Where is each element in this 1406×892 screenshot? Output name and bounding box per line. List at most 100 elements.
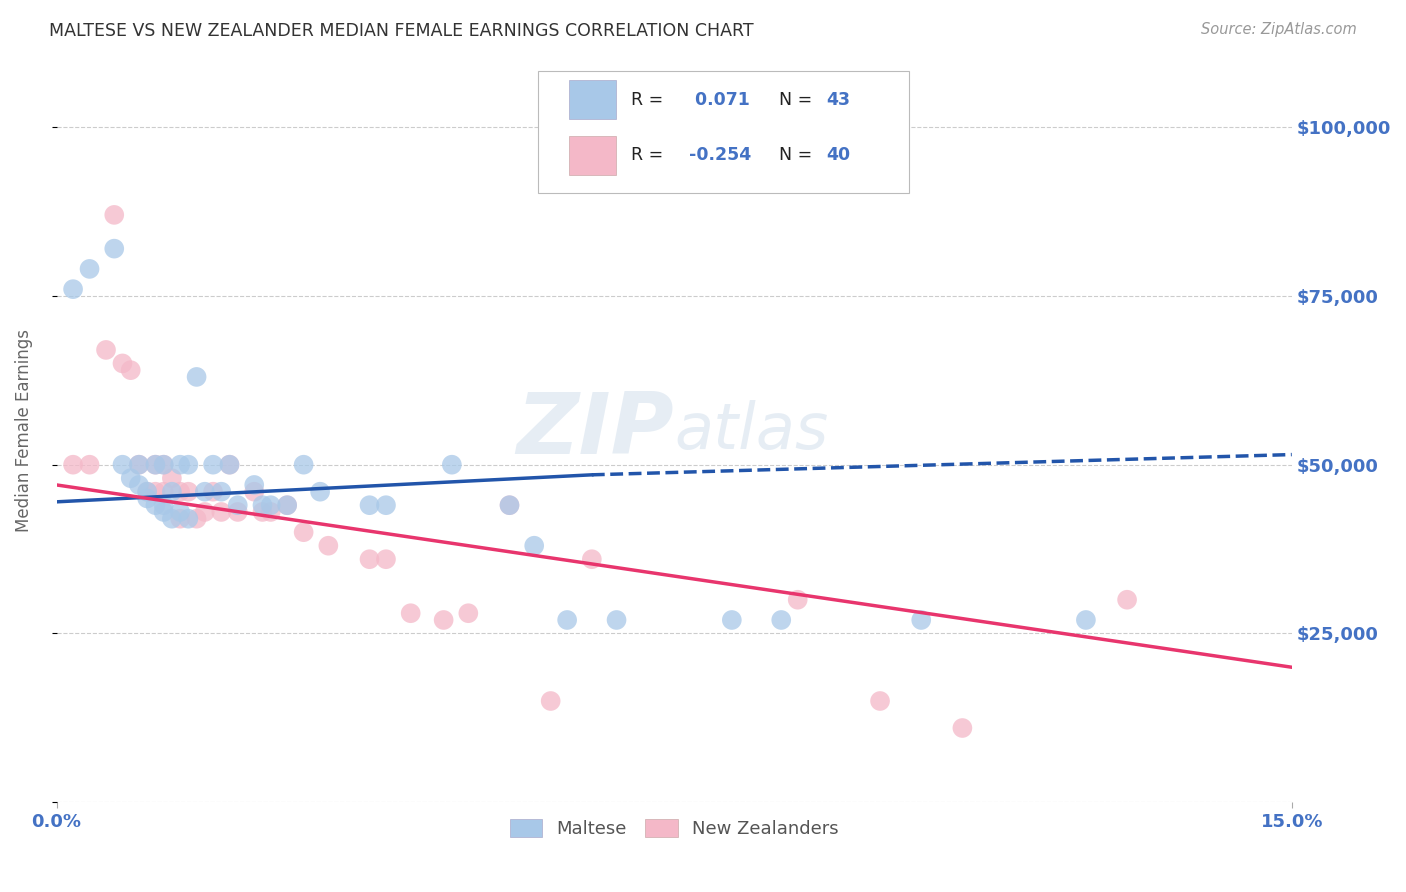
Bar: [569, 80, 616, 119]
Point: [1074, 613, 1097, 627]
Point: [375, 552, 398, 566]
Point: [152, 505, 174, 519]
Point: [433, 613, 456, 627]
FancyBboxPatch shape: [538, 70, 908, 194]
Point: [218, 458, 240, 472]
Point: [152, 458, 174, 472]
Point: [128, 478, 150, 492]
Bar: [569, 136, 616, 175]
Point: [136, 484, 159, 499]
Point: [399, 606, 422, 620]
Point: [292, 458, 315, 472]
Point: [194, 484, 217, 499]
Point: [218, 458, 240, 472]
Point: [128, 458, 150, 472]
Point: [194, 505, 217, 519]
Text: 0.071: 0.071: [689, 91, 749, 109]
Point: [111, 356, 134, 370]
Point: [120, 363, 142, 377]
Point: [786, 592, 808, 607]
Point: [581, 552, 603, 566]
Point: [243, 478, 266, 492]
Point: [136, 484, 159, 499]
Point: [186, 512, 208, 526]
Point: [498, 498, 520, 512]
Point: [243, 484, 266, 499]
Point: [152, 484, 174, 499]
Point: [523, 539, 546, 553]
Point: [145, 484, 167, 499]
Point: [145, 458, 167, 472]
Point: [457, 606, 479, 620]
Point: [359, 498, 381, 512]
Point: [359, 552, 381, 566]
Point: [152, 458, 174, 472]
Point: [202, 458, 225, 472]
Point: [498, 498, 520, 512]
Point: [62, 458, 84, 472]
Point: [177, 512, 200, 526]
Text: -0.254: -0.254: [689, 146, 751, 164]
Text: R =: R =: [631, 146, 664, 164]
Point: [606, 613, 628, 627]
Point: [375, 498, 398, 512]
Point: [540, 694, 562, 708]
Text: 40: 40: [827, 146, 851, 164]
Point: [177, 484, 200, 499]
Text: N =: N =: [779, 91, 813, 109]
Point: [103, 242, 125, 256]
Point: [169, 512, 191, 526]
Point: [152, 498, 174, 512]
Text: ZIP: ZIP: [516, 390, 675, 473]
Point: [252, 498, 274, 512]
Point: [276, 498, 298, 512]
Point: [318, 539, 340, 553]
Point: [111, 458, 134, 472]
Point: [103, 208, 125, 222]
Point: [136, 491, 159, 506]
Point: [160, 512, 183, 526]
Point: [260, 505, 283, 519]
Point: [292, 525, 315, 540]
Text: N =: N =: [779, 146, 813, 164]
Point: [145, 458, 167, 472]
Point: [252, 505, 274, 519]
Point: [950, 721, 973, 735]
Point: [721, 613, 744, 627]
Text: R =: R =: [631, 91, 664, 109]
Point: [169, 458, 191, 472]
Point: [226, 505, 249, 519]
Point: [770, 613, 793, 627]
Text: 43: 43: [827, 91, 851, 109]
Point: [160, 471, 183, 485]
Point: [209, 484, 232, 499]
Text: Source: ZipAtlas.com: Source: ZipAtlas.com: [1201, 22, 1357, 37]
Point: [440, 458, 463, 472]
Point: [869, 694, 891, 708]
Point: [177, 458, 200, 472]
Legend: Maltese, New Zealanders: Maltese, New Zealanders: [502, 812, 846, 846]
Point: [160, 484, 183, 499]
Point: [226, 498, 249, 512]
Point: [79, 261, 101, 276]
Point: [209, 505, 232, 519]
Text: MALTESE VS NEW ZEALANDER MEDIAN FEMALE EARNINGS CORRELATION CHART: MALTESE VS NEW ZEALANDER MEDIAN FEMALE E…: [49, 22, 754, 40]
Point: [1116, 592, 1139, 607]
Point: [186, 370, 208, 384]
Y-axis label: Median Female Earnings: Median Female Earnings: [15, 329, 32, 533]
Point: [169, 484, 191, 499]
Point: [79, 458, 101, 472]
Point: [555, 613, 578, 627]
Point: [169, 505, 191, 519]
Point: [120, 471, 142, 485]
Point: [260, 498, 283, 512]
Point: [309, 484, 332, 499]
Point: [128, 458, 150, 472]
Point: [94, 343, 117, 357]
Point: [145, 498, 167, 512]
Point: [62, 282, 84, 296]
Point: [276, 498, 298, 512]
Point: [910, 613, 932, 627]
Text: atlas: atlas: [675, 400, 828, 462]
Point: [202, 484, 225, 499]
